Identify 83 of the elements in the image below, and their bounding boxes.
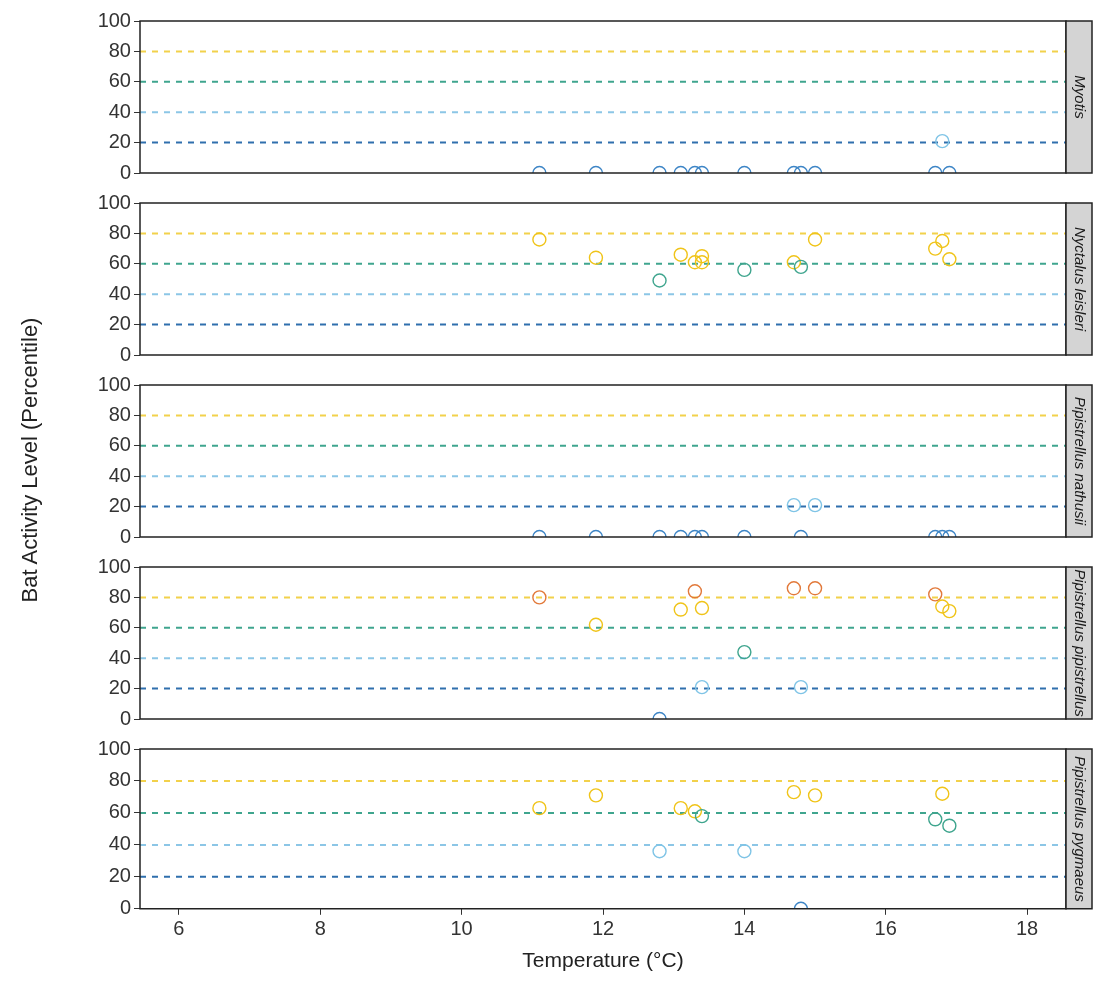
x-tick-label: 8 [314,917,326,940]
point [807,581,823,596]
y-tick-label: 0 [119,706,131,729]
y-tick-label: 100 [97,8,131,31]
text: Nyctalus leisleri [1071,226,1089,332]
point [694,249,710,264]
y-tick-label: 60 [108,251,131,274]
point [694,679,710,695]
point [737,644,752,660]
point [807,232,823,247]
y-tick-label: 40 [108,99,131,122]
y-tick-label: 100 [97,736,131,759]
text: Pipistrellus pygmaeus [1071,755,1089,903]
point [928,241,943,256]
point [588,788,604,803]
y-tick-label: 40 [108,281,131,304]
point [687,804,703,819]
x-tick-label: 14 [733,917,756,940]
y-tick-label: 80 [108,38,131,61]
y-tick-label: 60 [108,800,131,823]
text: Pipistrellus nathusii [1071,396,1089,526]
y-tick-label: 20 [108,312,131,335]
text: Myotis [1071,75,1089,120]
y-tick-label: 40 [108,645,131,668]
x-tick-label: 6 [173,917,185,940]
x-tick-label: 18 [1016,917,1039,940]
point [737,262,752,278]
x-tick-label: 12 [591,917,615,940]
y-tick-label: 0 [119,524,131,547]
y-tick-label: 20 [108,864,131,887]
point [652,844,667,859]
point [588,617,604,632]
point [532,232,547,247]
point [786,581,802,596]
point [935,786,950,801]
point [942,603,957,619]
y-tick-label: 40 [108,832,131,855]
y-tick-label: 80 [108,584,131,607]
point [786,784,802,800]
y-tick-label: 0 [119,896,131,919]
point [928,812,943,827]
point [687,255,703,270]
point [807,788,823,803]
point [673,602,688,617]
text: Pipistrellus pipistrellus [1071,569,1089,718]
point [942,818,957,833]
point [935,599,950,614]
point [532,800,547,816]
y-tick-label: 20 [108,676,131,699]
point [588,250,604,265]
y-tick-label: 20 [108,494,131,517]
point [652,273,667,288]
x-tick-label: 16 [874,917,897,940]
y-tick-label: 0 [119,160,131,183]
point [793,259,809,275]
point [673,247,688,262]
y-tick-label: 20 [108,130,131,153]
point [793,679,809,695]
y-tick-label: 60 [108,69,131,92]
y-tick-label: 80 [108,402,131,425]
y-tick-label: 80 [108,220,131,243]
x-axis-title: Temperature (°C) [522,948,684,972]
y-axis-title: Bat Activity Level (Percentile) [17,317,43,603]
point [673,800,688,816]
y-tick-label: 60 [108,615,131,638]
y-tick-label: 100 [97,554,131,577]
point [694,808,710,824]
point [786,255,802,270]
y-tick-label: 100 [97,190,131,213]
y-tick-label: 100 [97,372,131,395]
y-tick-label: 60 [108,433,131,456]
point [687,584,703,599]
point [532,590,547,605]
y-tick-label: 0 [119,342,131,365]
point [928,587,943,602]
y-tick-label: 80 [108,768,131,791]
point [694,255,710,270]
point [737,844,752,859]
point [935,233,950,249]
point [694,600,710,616]
point [942,252,957,267]
x-tick-label: 10 [450,917,473,940]
y-tick-label: 40 [108,463,131,486]
